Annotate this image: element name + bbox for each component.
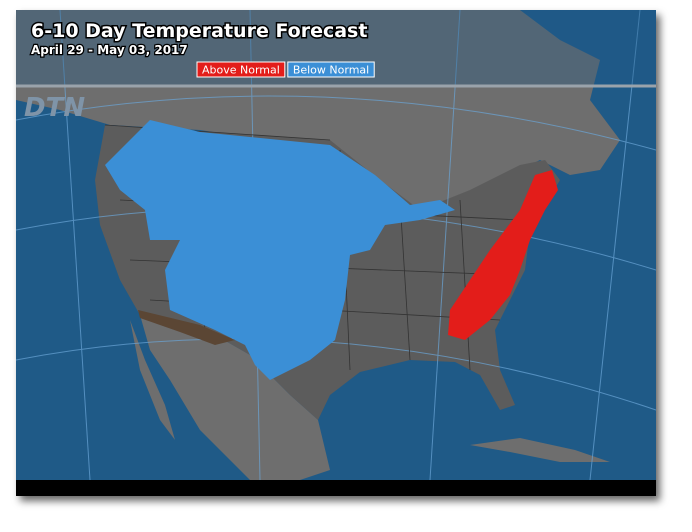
legend-swatch: [287, 61, 375, 78]
legend-swatch: [196, 61, 286, 78]
below-normal-area: [105, 120, 455, 380]
legend: Above Normal Below Normal: [196, 61, 375, 78]
legend-label: Above Normal: [202, 64, 280, 77]
logo: DTN: [24, 93, 85, 123]
subtitle: April 29 - May 03, 2017: [31, 43, 188, 57]
legend-label: Below Normal: [293, 64, 369, 77]
canada: [16, 10, 620, 215]
border-strip: [138, 310, 235, 345]
title: 6-10 Day Temperature Forecast: [31, 20, 367, 42]
baja: [130, 320, 175, 440]
bottom-bar: [16, 480, 656, 496]
map: 6-10 Day Temperature Forecast April 29 -…: [16, 10, 656, 480]
above-normal-area: [448, 170, 558, 340]
cuba: [470, 438, 610, 462]
mexico: [140, 315, 330, 480]
